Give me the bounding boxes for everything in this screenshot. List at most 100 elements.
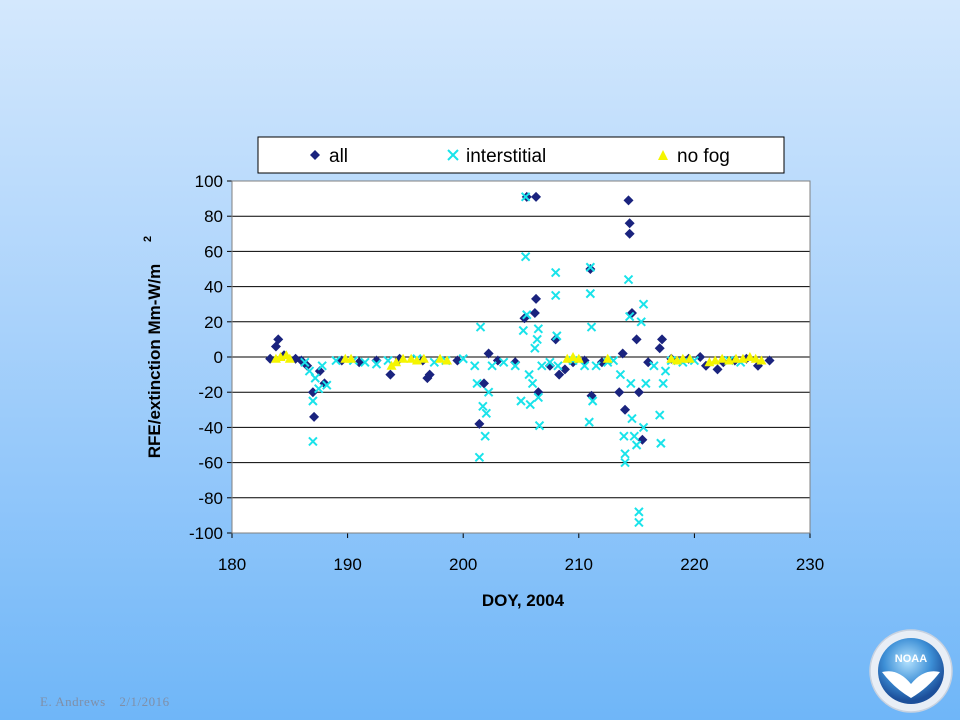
point-interstitial: [524, 369, 534, 380]
noaa-logo: NOAA: [869, 629, 953, 713]
point-all: [614, 387, 625, 398]
point-interstitial: [641, 378, 651, 389]
point-no-fog: [391, 357, 402, 367]
point-interstitial: [658, 378, 668, 389]
point-interstitial: [591, 361, 601, 371]
point-interstitial: [300, 357, 310, 367]
point-no-fog: [406, 353, 417, 363]
y-tick-label: -100: [189, 524, 223, 543]
point-interstitial: [474, 452, 485, 463]
footer-date: 2/1/2016: [119, 694, 170, 709]
y-tick-labels: 100 80 60 40 20 0 -20 -40 -60 -80 -100: [189, 172, 223, 543]
gridlines: [227, 180, 811, 538]
point-interstitial: [624, 311, 635, 322]
point-all: [424, 369, 435, 380]
point-all: [531, 191, 542, 202]
point-all: [544, 360, 555, 371]
point-no-fog: [386, 360, 397, 370]
point-all: [764, 355, 775, 366]
point-interstitial: [483, 387, 494, 397]
point-interstitial: [620, 449, 630, 459]
point-all: [712, 364, 723, 375]
point-all: [307, 387, 318, 398]
y-tick-label: 100: [195, 172, 223, 191]
point-interstitial: [478, 401, 488, 411]
point-all: [657, 334, 668, 345]
point-all: [631, 334, 642, 345]
point-interstitial: [520, 251, 531, 262]
point-all: [371, 355, 382, 366]
point-interstitial: [317, 361, 327, 371]
y-tick-label: 20: [204, 313, 223, 332]
y-tick-label: -80: [198, 489, 223, 508]
point-interstitial: [626, 378, 636, 389]
point-interstitial: [360, 357, 370, 367]
point-interstitial: [638, 299, 649, 309]
point-interstitial: [522, 310, 532, 320]
point-interstitial: [510, 361, 520, 371]
point-no-fog: [573, 353, 584, 363]
point-all: [554, 369, 565, 380]
logo-inner-disc: [878, 638, 944, 704]
point-no-fog: [602, 353, 613, 363]
point-no-fog: [717, 353, 728, 363]
point-interstitial: [516, 396, 526, 406]
point-interstitial: [470, 361, 480, 371]
x-tick-label: 190: [333, 555, 361, 574]
point-interstitial: [533, 324, 544, 334]
point-all: [483, 348, 494, 359]
point-interstitial: [634, 507, 644, 517]
point-interstitial: [518, 325, 529, 336]
point-interstitial: [655, 410, 665, 420]
y-tick-label: 0: [214, 348, 223, 367]
y-tick-label: -40: [198, 418, 223, 437]
logo-text: NOAA: [895, 653, 927, 665]
y-tick-label: -20: [198, 383, 223, 402]
point-all: [309, 411, 320, 422]
point-interstitial: [586, 322, 597, 332]
point-interstitial: [623, 274, 634, 285]
point-interstitial: [313, 383, 324, 394]
y-tick-label: 60: [204, 242, 223, 261]
point-all: [474, 418, 485, 429]
legend-box: [257, 136, 785, 174]
point-interstitial: [533, 392, 544, 403]
point-interstitial: [310, 373, 320, 383]
point-all: [624, 218, 635, 229]
point-interstitial: [458, 354, 468, 364]
point-interstitial: [480, 431, 490, 441]
point-interstitial: [587, 396, 598, 406]
x-tick-label: 220: [680, 555, 708, 574]
point-all: [510, 357, 521, 368]
footer-author: E. Andrews: [40, 694, 106, 709]
point-all: [531, 293, 542, 304]
point-all: [314, 366, 325, 377]
plot-area: [231, 180, 811, 534]
point-no-fog: [398, 353, 409, 363]
point-interstitial: [584, 417, 594, 427]
y-tick-label: 80: [204, 207, 223, 226]
point-no-fog: [435, 353, 446, 363]
point-interstitial: [520, 192, 531, 202]
x-axis-label: DOY, 2004: [482, 591, 565, 610]
point-all: [624, 228, 635, 239]
x-tick-label: 210: [565, 555, 593, 574]
footer: E. Andrews 2/1/2016: [40, 694, 170, 710]
point-all: [559, 364, 570, 375]
legend-interstitial-label: interstitial: [466, 146, 546, 167]
point-interstitial: [532, 334, 542, 345]
point-no-fog: [684, 353, 695, 363]
point-no-fog: [418, 353, 429, 363]
point-no-fog: [731, 353, 742, 363]
point-no-fog: [756, 355, 767, 365]
point-interstitial: [585, 288, 596, 299]
point-all: [617, 348, 628, 359]
point-interstitial: [527, 378, 538, 389]
point-interstitial: [537, 361, 547, 371]
point-interstitial: [656, 438, 666, 448]
point-interstitial: [534, 420, 545, 431]
point-interstitial: [530, 343, 540, 353]
point-interstitial: [636, 317, 646, 327]
point-interstitial: [487, 361, 497, 371]
x-tick-label: 200: [449, 555, 477, 574]
